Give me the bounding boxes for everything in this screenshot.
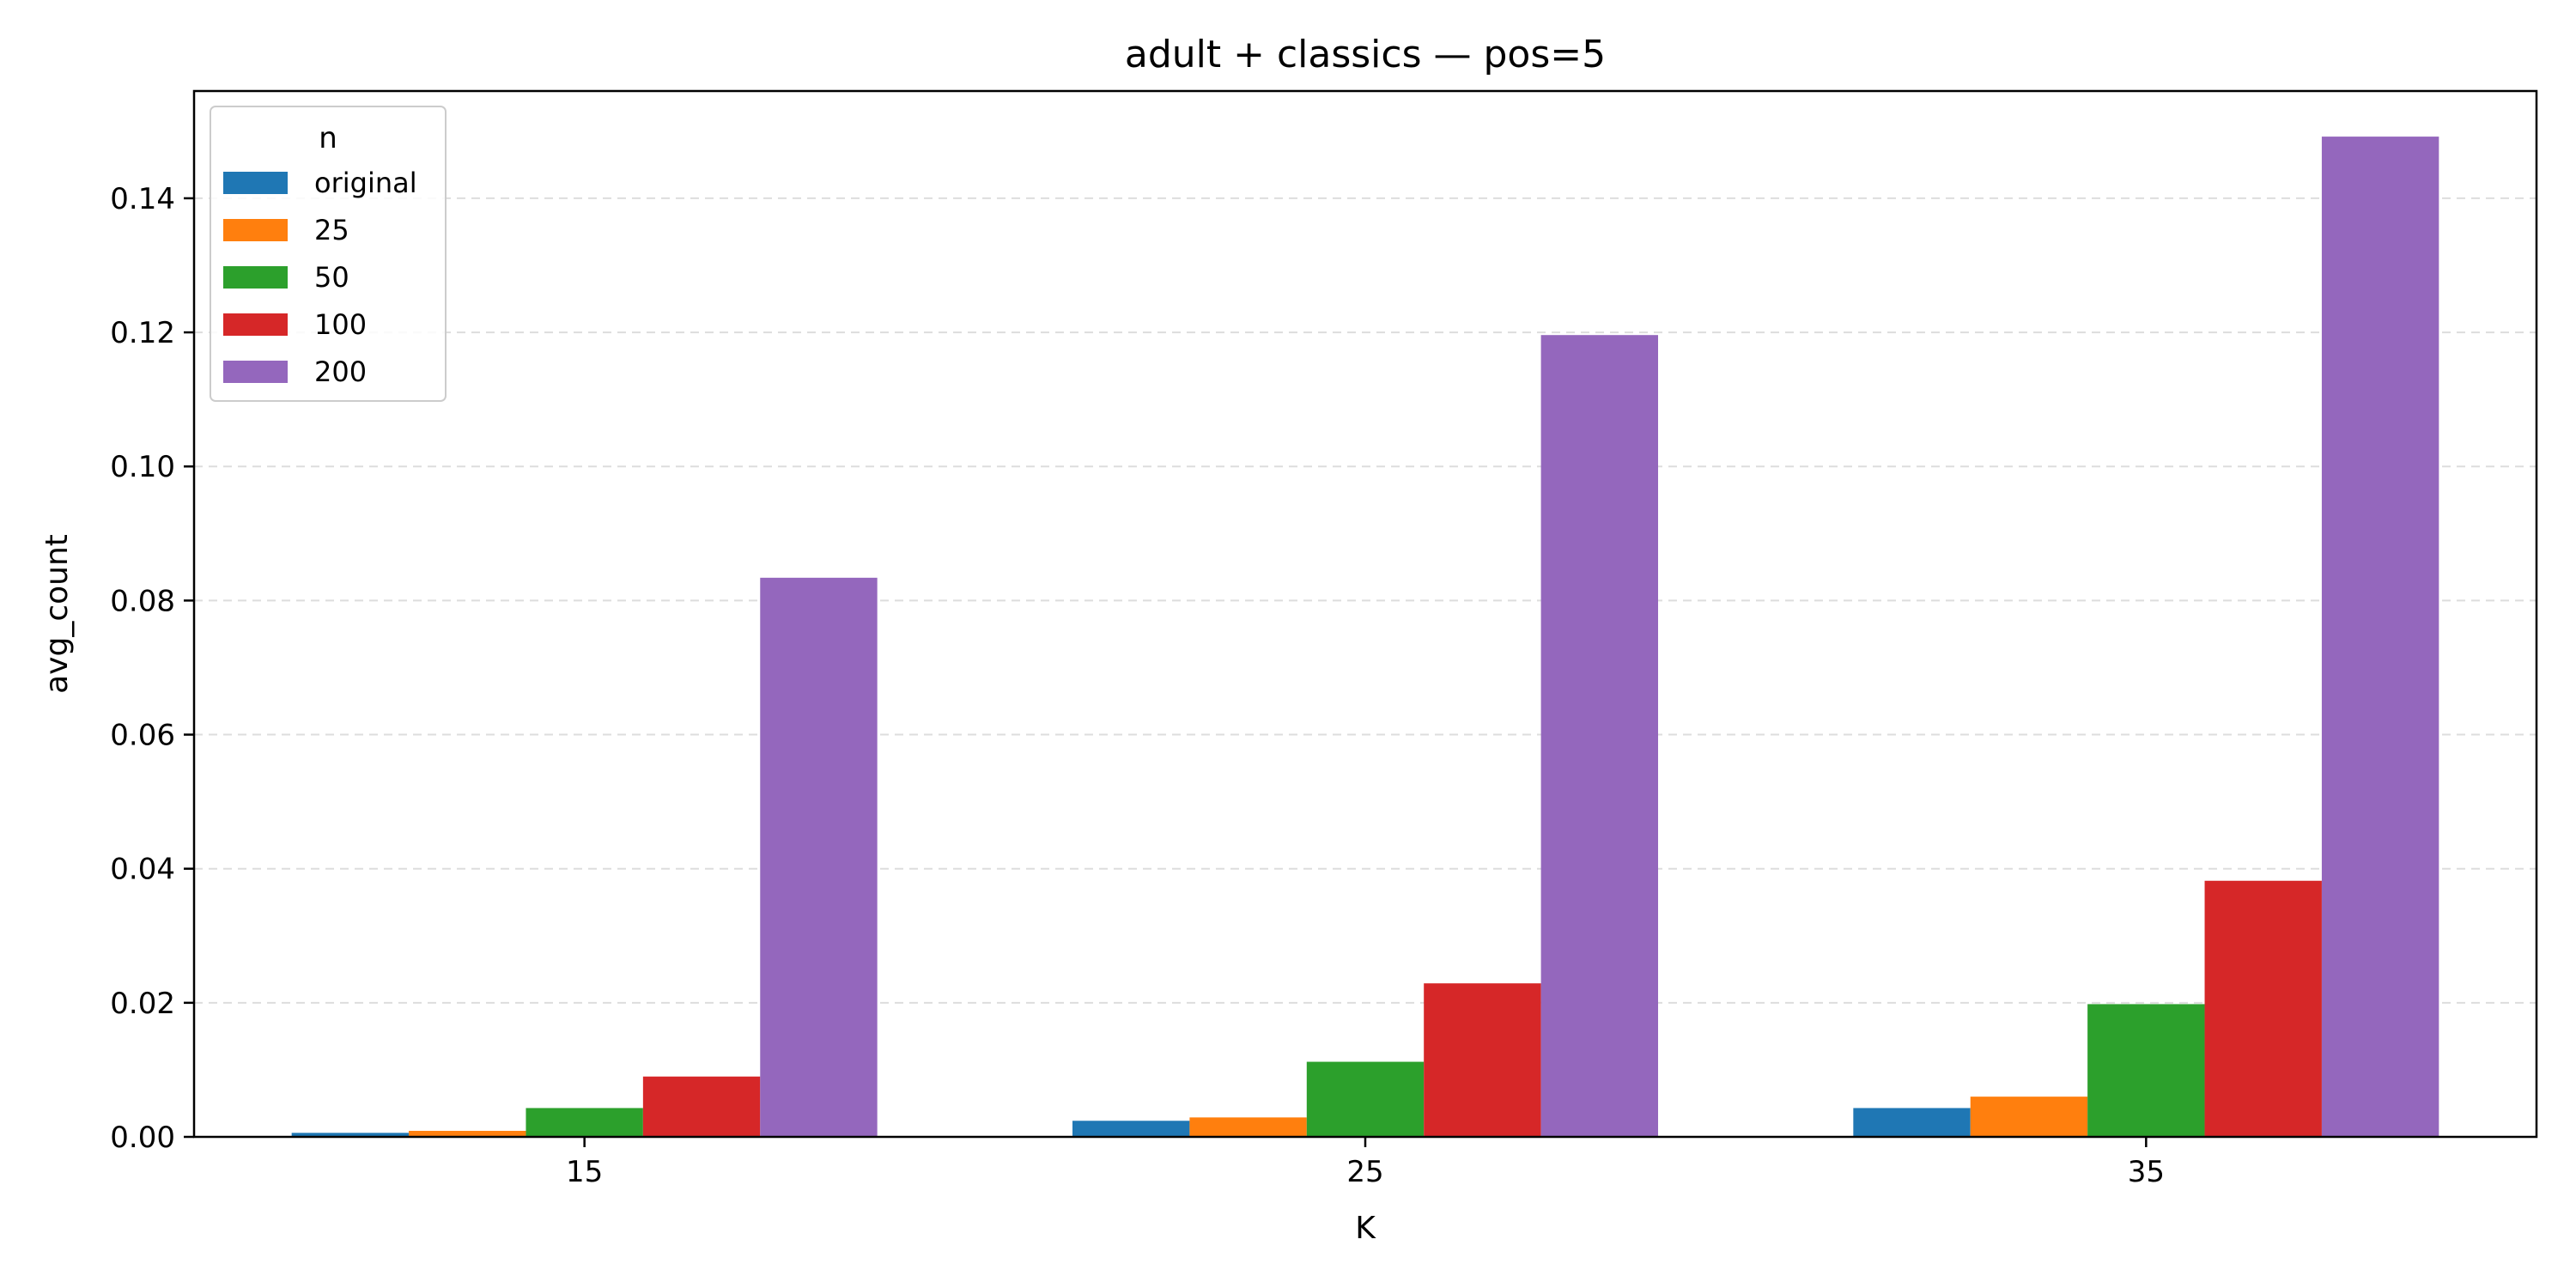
legend-title: n <box>319 121 337 155</box>
y-axis-title: avg_count <box>39 534 75 694</box>
legend-swatch <box>223 172 288 194</box>
x-axis: 15 25 35 <box>566 1137 2165 1189</box>
y-tick-label: 0.06 <box>110 719 175 753</box>
x-tick-label: 25 <box>1346 1155 1383 1189</box>
bar <box>2321 137 2439 1138</box>
y-tick-label: 0.12 <box>110 316 175 350</box>
legend-label: 50 <box>314 261 349 294</box>
grid-layer <box>194 197 2537 1004</box>
legend-swatch <box>223 361 288 383</box>
bar <box>1189 1117 1307 1137</box>
x-axis-title: K <box>1355 1211 1376 1246</box>
chart-title: adult + classics — pos=5 <box>1125 33 1606 76</box>
y-tick-label: 0.02 <box>110 987 175 1021</box>
bar <box>1306 1061 1425 1137</box>
y-axis: 0.00 0.02 0.04 0.06 0.08 0.10 0.12 0.14 <box>110 182 194 1155</box>
bar <box>409 1130 526 1137</box>
x-tick-label: 15 <box>566 1155 603 1189</box>
bar <box>2204 880 2322 1137</box>
y-tick-label: 0.00 <box>110 1121 175 1155</box>
bar <box>291 1133 410 1137</box>
legend: n original 25 50 100 200 <box>210 106 447 402</box>
bar <box>1970 1097 2088 1137</box>
y-tick-label: 0.10 <box>110 450 175 484</box>
x-tick-label: 35 <box>2128 1155 2165 1189</box>
legend-label: 200 <box>314 355 367 388</box>
legend-label: 100 <box>314 308 367 341</box>
bars-layer <box>291 137 2439 1138</box>
bar <box>1072 1121 1190 1137</box>
bar <box>1853 1108 1971 1137</box>
bar <box>1540 335 1658 1137</box>
legend-label: 25 <box>314 214 349 246</box>
legend-swatch <box>223 219 288 241</box>
bar <box>642 1076 761 1137</box>
bar <box>1424 983 1541 1137</box>
bar <box>760 577 878 1137</box>
bar <box>526 1108 643 1137</box>
legend-swatch <box>223 266 288 289</box>
legend-label: original <box>314 167 417 199</box>
legend-swatch <box>223 313 288 336</box>
y-tick-label: 0.14 <box>110 182 175 216</box>
y-tick-label: 0.08 <box>110 584 175 618</box>
bar <box>2087 1004 2205 1137</box>
y-tick-label: 0.04 <box>110 853 175 887</box>
